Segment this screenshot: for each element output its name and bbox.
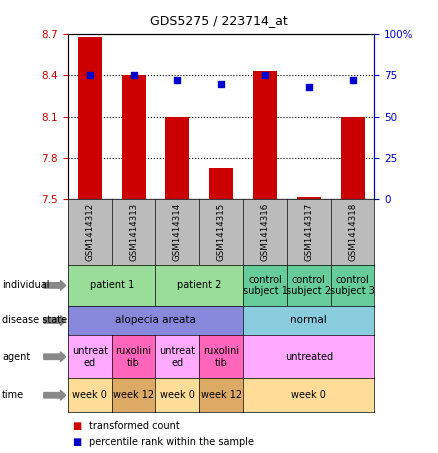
Text: agent: agent	[2, 352, 30, 362]
Point	[261, 72, 268, 79]
Bar	[341, 116, 364, 199]
Text: GSM1414315: GSM1414315	[217, 203, 226, 261]
Text: GSM1414313: GSM1414313	[129, 203, 138, 261]
Text: control
subject 3: control subject 3	[330, 275, 375, 296]
Bar	[253, 71, 277, 199]
Bar	[78, 37, 102, 199]
Point	[130, 72, 137, 79]
Text: control
subject 2: control subject 2	[286, 275, 331, 296]
Text: disease state: disease state	[2, 315, 67, 326]
Bar	[166, 116, 190, 199]
Point	[349, 77, 356, 84]
Text: percentile rank within the sample: percentile rank within the sample	[89, 437, 254, 447]
Text: GSM1414316: GSM1414316	[261, 203, 269, 261]
Bar	[297, 197, 321, 199]
Text: week 0: week 0	[160, 390, 195, 400]
Text: time: time	[2, 390, 25, 400]
Text: week 12: week 12	[113, 390, 154, 400]
Text: GSM1414318: GSM1414318	[348, 203, 357, 261]
Text: ■: ■	[72, 437, 81, 447]
Bar	[122, 75, 145, 199]
Text: week 12: week 12	[201, 390, 242, 400]
Bar	[209, 168, 233, 199]
Text: ■: ■	[72, 421, 81, 431]
Text: GSM1414314: GSM1414314	[173, 203, 182, 261]
Point	[305, 83, 312, 91]
Text: normal: normal	[290, 315, 327, 326]
Text: individual: individual	[2, 280, 49, 290]
Text: patient 1: patient 1	[89, 280, 134, 290]
Text: patient 2: patient 2	[177, 280, 222, 290]
Text: ruxolini
tib: ruxolini tib	[203, 346, 239, 367]
Text: week 0: week 0	[72, 390, 107, 400]
Text: ruxolini
tib: ruxolini tib	[116, 346, 152, 367]
Text: untreat
ed: untreat ed	[72, 346, 108, 367]
Text: GSM1414312: GSM1414312	[85, 203, 94, 261]
Text: GSM1414317: GSM1414317	[304, 203, 313, 261]
Text: untreat
ed: untreat ed	[159, 346, 195, 367]
Text: control
subject 1: control subject 1	[243, 275, 287, 296]
Text: untreated: untreated	[285, 352, 333, 362]
Text: week 0: week 0	[291, 390, 326, 400]
Point	[218, 80, 225, 87]
Text: transformed count: transformed count	[89, 421, 180, 431]
Point	[174, 77, 181, 84]
Text: alopecia areata: alopecia areata	[115, 315, 196, 326]
Point	[86, 72, 93, 79]
Text: GDS5275 / 223714_at: GDS5275 / 223714_at	[150, 14, 288, 27]
